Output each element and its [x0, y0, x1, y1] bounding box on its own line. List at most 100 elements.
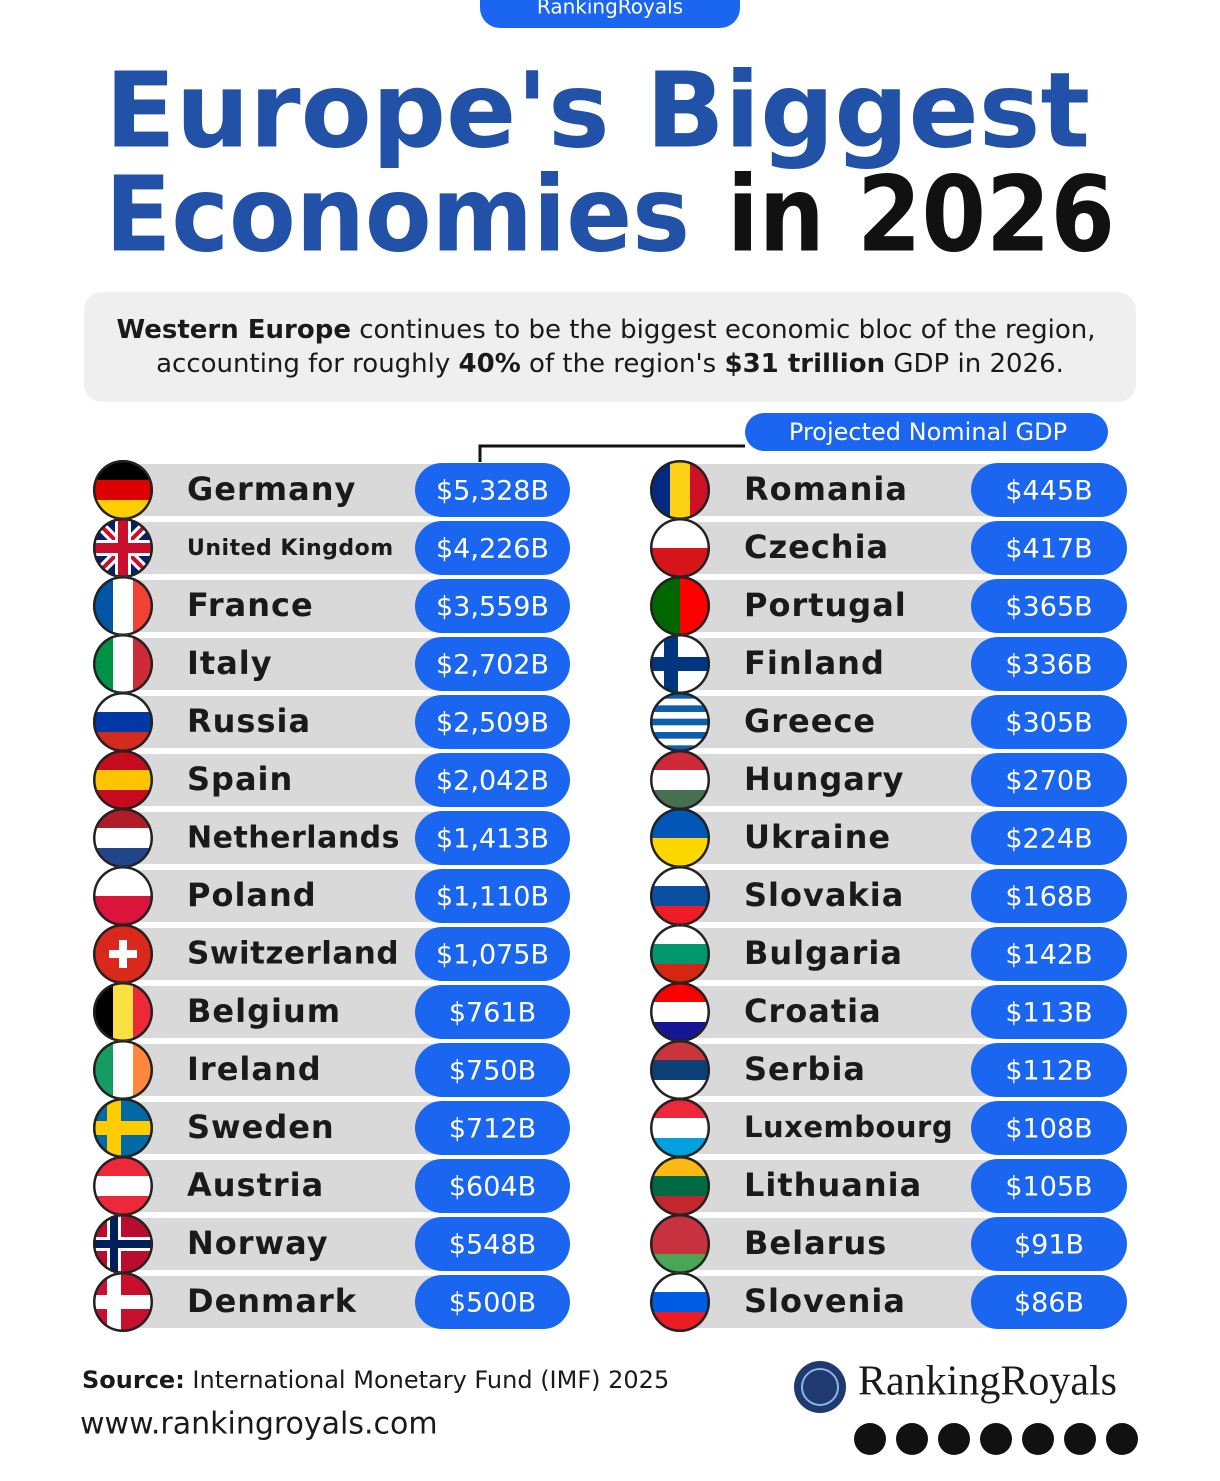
title-line-1: Europe's Biggest: [105, 49, 1090, 171]
value-pill: [415, 1043, 570, 1097]
gdp-value: $365B: [1005, 592, 1092, 623]
country-name: Ukraine: [744, 818, 891, 856]
subtitle-bold: Western Europe: [116, 315, 351, 345]
flag-part: [650, 770, 710, 791]
country-name: United Kingdom: [187, 536, 394, 561]
subtitle-text: GDP in 2026.: [885, 349, 1064, 379]
gdp-value: $761B: [449, 998, 536, 1029]
social-icon[interactable]: [1064, 1423, 1096, 1455]
flag-part: [93, 770, 153, 791]
brand: RankingRoyals: [858, 1359, 1117, 1405]
flag: [93, 1272, 153, 1332]
subtitle-box: [84, 292, 1136, 402]
social-icon[interactable]: [1106, 1423, 1138, 1455]
legend-text: Projected Nominal GDP: [789, 418, 1067, 446]
gdp-value: $336B: [1005, 650, 1092, 681]
country-name: Sweden: [187, 1108, 335, 1146]
gdp-value: $500B: [449, 1288, 536, 1319]
value-pill: [971, 637, 1127, 691]
value-pill: [415, 1101, 570, 1155]
flag-part: [650, 712, 710, 720]
country-name: Lithuania: [744, 1166, 922, 1204]
country-name: Czechia: [744, 528, 889, 566]
value-pill: [415, 579, 570, 633]
flag-part: [93, 828, 153, 849]
value-pill: [971, 927, 1127, 981]
legend-pill: [745, 413, 1108, 451]
flag-part: [650, 1234, 710, 1255]
gdp-value: $168B: [1005, 882, 1092, 913]
gdp-value: $1,075B: [436, 940, 549, 971]
social-icon[interactable]: [1022, 1423, 1054, 1455]
country-name: Croatia: [744, 992, 882, 1030]
flag-border: [650, 1272, 710, 1332]
country-name: Finland: [744, 644, 885, 682]
flag-part: [650, 698, 710, 706]
flag-part: [93, 1176, 153, 1197]
country-name: Bulgaria: [744, 934, 903, 972]
flag-part: [650, 944, 710, 965]
subtitle-text: of the region's: [521, 349, 725, 379]
flag: [93, 1156, 153, 1216]
gdp-value: $112B: [1005, 1056, 1092, 1087]
flag-part: [650, 1118, 710, 1139]
gdp-value: $712B: [449, 1114, 536, 1145]
country-name: Norway: [187, 1224, 329, 1262]
value-pill: [415, 753, 570, 807]
gdp-value: $2,702B: [436, 650, 549, 681]
flag-part: [93, 1295, 153, 1309]
gdp-value: $270B: [1005, 766, 1092, 797]
gdp-value: $113B: [1005, 998, 1092, 1029]
country-name: Denmark: [187, 1282, 357, 1320]
flag-part: [650, 576, 681, 636]
flag-part: [113, 982, 134, 1042]
country-name: Hungary: [744, 760, 904, 798]
flag: [650, 1156, 710, 1216]
flag-part: [650, 718, 710, 726]
country-name: Greece: [744, 702, 876, 740]
flag-part: [650, 732, 710, 740]
social-icon[interactable]: [980, 1423, 1012, 1455]
badge-text: RankingRoyals: [537, 0, 683, 19]
value-pill: [971, 1275, 1127, 1329]
value-pill: [971, 985, 1127, 1039]
value-pill: [415, 927, 570, 981]
value-pill: [415, 463, 570, 517]
title-year: in 2026: [727, 153, 1115, 275]
flag-part: [650, 745, 710, 752]
subtitle-bold: $31 trillion: [725, 349, 886, 379]
country-name: Austria: [187, 1166, 324, 1204]
country-name: Belgium: [187, 992, 341, 1030]
flag: [650, 1098, 710, 1158]
country-name: Belarus: [744, 1224, 887, 1262]
flag-part: [93, 1121, 153, 1135]
country-name: Slovenia: [744, 1282, 906, 1320]
flag-part: [113, 1040, 134, 1100]
social-icon[interactable]: [938, 1423, 970, 1455]
value-pill: [415, 1217, 570, 1271]
value-pill: [415, 985, 570, 1039]
flag: [93, 924, 153, 984]
flag-part: [109, 950, 137, 958]
flag-part: [650, 738, 710, 746]
value-pill: [971, 1217, 1127, 1271]
gdp-value: $86B: [1014, 1288, 1084, 1319]
gdp-value: $3,559B: [436, 592, 549, 623]
subtitle-line: accounting for roughly 40% of the region…: [156, 349, 1064, 379]
flag: [650, 750, 710, 810]
flag: [650, 1040, 710, 1100]
country-name: France: [187, 586, 314, 624]
gdp-value: $2,509B: [436, 708, 549, 739]
value-pill: [971, 811, 1127, 865]
value-pill: [415, 1275, 570, 1329]
social-icon[interactable]: [854, 1423, 886, 1455]
country-name: Ireland: [187, 1050, 322, 1088]
flag-border: [93, 1272, 153, 1332]
social-icon[interactable]: [896, 1423, 928, 1455]
flag: [650, 634, 710, 694]
value-pill: [415, 637, 570, 691]
social-icons: [854, 1423, 1138, 1455]
value-pill: [415, 869, 570, 923]
flag-part: [93, 1240, 153, 1248]
